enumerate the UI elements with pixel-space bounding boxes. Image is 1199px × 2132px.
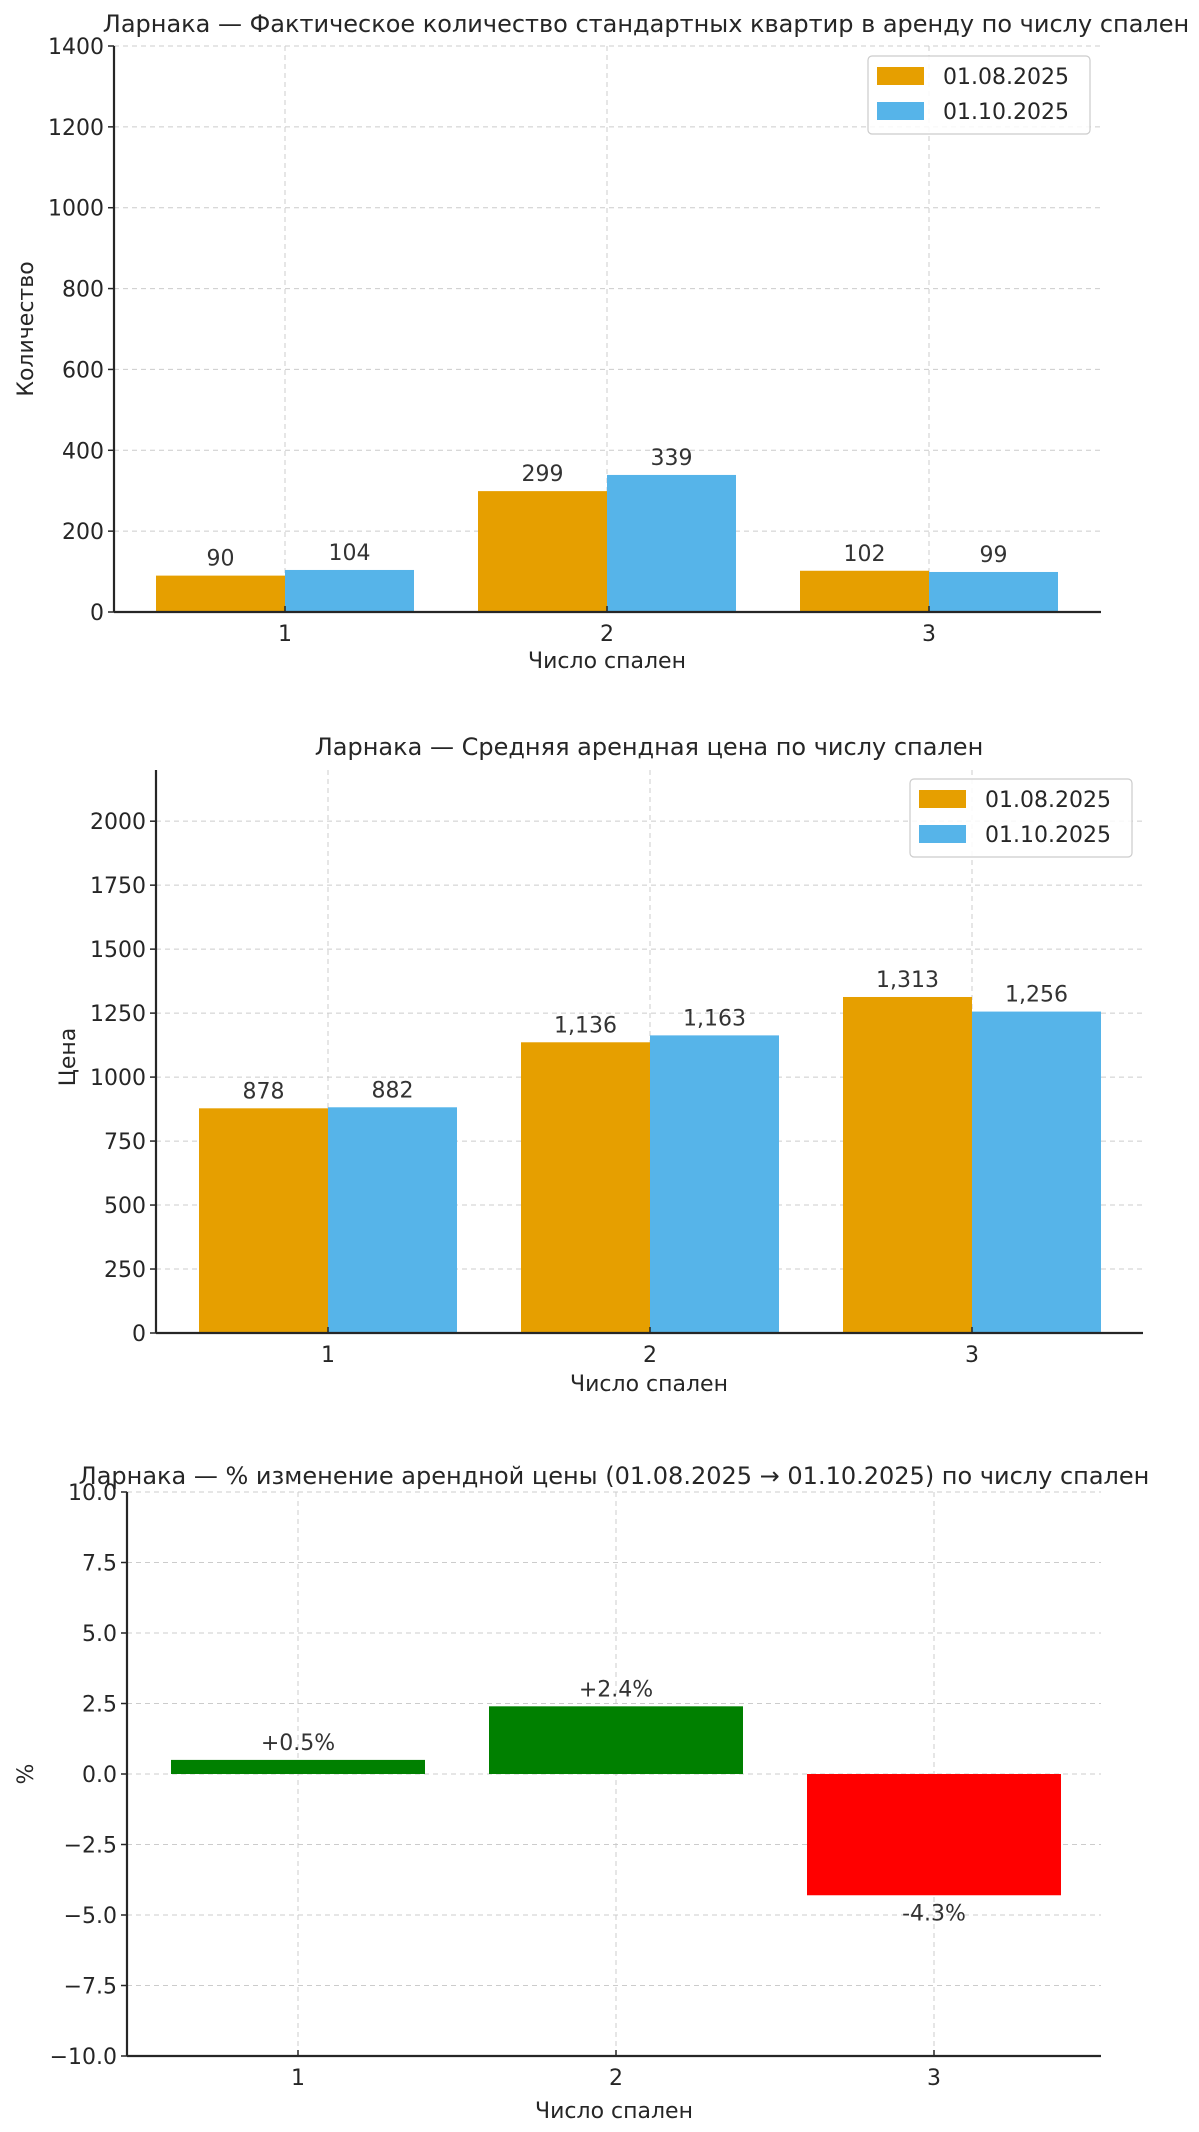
chart-title: Ларнака — Средняя арендная цена по числу… bbox=[315, 733, 984, 761]
x-tick-label: 1 bbox=[321, 1343, 335, 1368]
chart-title: Ларнака — Фактическое количество стандар… bbox=[103, 10, 1189, 38]
data-label: 104 bbox=[329, 541, 371, 566]
x-tick-label: 2 bbox=[643, 1343, 657, 1368]
y-tick-label: 1250 bbox=[90, 1002, 146, 1027]
chart-listing-count: Ларнака — Фактическое количество стандар… bbox=[14, 10, 1189, 674]
data-label: 339 bbox=[651, 446, 693, 471]
data-label: 1,256 bbox=[1005, 983, 1068, 1008]
y-tick-label: 0 bbox=[132, 1322, 146, 1347]
data-label: 878 bbox=[243, 1079, 285, 1104]
y-tick-label: 1000 bbox=[48, 197, 104, 222]
y-tick-label: 800 bbox=[62, 278, 104, 303]
bar bbox=[929, 571, 1058, 612]
y-tick-label: −5.0 bbox=[64, 1904, 117, 1929]
y-tick-label: 5.0 bbox=[82, 1622, 117, 1647]
bar bbox=[521, 1042, 650, 1333]
y-tick-label: 750 bbox=[104, 1130, 146, 1155]
legend-label-series-a: 01.08.2025 bbox=[943, 65, 1069, 90]
bar bbox=[807, 1774, 1061, 1896]
bar bbox=[199, 1108, 328, 1333]
y-axis-label: Количество bbox=[14, 261, 39, 396]
x-tick-label: 1 bbox=[291, 2066, 305, 2091]
y-tick-label: 1500 bbox=[90, 938, 146, 963]
y-tick-label: 7.5 bbox=[82, 1552, 117, 1577]
legend-swatch-series-b bbox=[877, 102, 924, 120]
bar bbox=[328, 1107, 457, 1333]
data-label: 1,163 bbox=[683, 1006, 746, 1031]
legend-swatch-series-b bbox=[919, 825, 966, 843]
bar bbox=[478, 491, 607, 612]
legend-swatch-series-a bbox=[919, 790, 966, 808]
y-tick-label: 200 bbox=[62, 520, 104, 545]
data-label: 882 bbox=[372, 1078, 414, 1103]
legend: 01.08.2025 01.10.2025 bbox=[867, 55, 1091, 135]
y-axis-label: Цена bbox=[56, 1028, 81, 1086]
bar bbox=[171, 1759, 425, 1774]
data-label: 99 bbox=[980, 543, 1008, 568]
y-tick-label: 500 bbox=[104, 1194, 146, 1219]
x-tick-label: 3 bbox=[922, 622, 936, 647]
y-tick-label: 10.0 bbox=[68, 1481, 117, 1506]
bar bbox=[285, 569, 414, 612]
bar bbox=[607, 474, 736, 612]
bar bbox=[156, 575, 285, 612]
y-tick-label: 400 bbox=[62, 439, 104, 464]
y-tick-label: 600 bbox=[62, 358, 104, 383]
x-tick-label: 2 bbox=[600, 622, 614, 647]
y-tick-label: 1750 bbox=[90, 874, 146, 899]
y-tick-label: 1200 bbox=[48, 116, 104, 141]
x-axis-label: Число спален bbox=[528, 649, 686, 674]
legend-label-series-a: 01.08.2025 bbox=[985, 788, 1111, 813]
chart-average-price: Ларнака — Средняя арендная цена по числу… bbox=[56, 733, 1143, 1397]
y-tick-label: 2.5 bbox=[82, 1693, 117, 1718]
y-tick-label: 0.0 bbox=[82, 1763, 117, 1788]
y-tick-label: 1000 bbox=[90, 1066, 146, 1091]
y-axis-label: % bbox=[14, 1764, 39, 1785]
bar bbox=[489, 1706, 743, 1774]
x-tick-label: 3 bbox=[965, 1343, 979, 1368]
bar bbox=[843, 996, 972, 1333]
y-tick-label: −7.5 bbox=[64, 1975, 117, 2000]
data-label: -4.3% bbox=[902, 1901, 966, 1926]
bar bbox=[972, 1011, 1101, 1333]
y-tick-label: 1400 bbox=[48, 35, 104, 60]
data-label: +0.5% bbox=[261, 1731, 335, 1756]
x-tick-label: 1 bbox=[278, 622, 292, 647]
x-tick-label: 2 bbox=[609, 2066, 623, 2091]
y-tick-label: −2.5 bbox=[64, 1834, 117, 1859]
chart-title: Ларнака — % изменение арендной цены (01.… bbox=[79, 1462, 1150, 1490]
y-tick-label: 0 bbox=[90, 601, 104, 626]
legend: 01.08.2025 01.10.2025 bbox=[909, 778, 1133, 858]
y-tick-label: 250 bbox=[104, 1258, 146, 1283]
data-label: 1,136 bbox=[554, 1013, 617, 1038]
legend-label-series-b: 01.10.2025 bbox=[943, 100, 1069, 125]
data-label: 1,313 bbox=[876, 968, 939, 993]
x-axis-label: Число спален bbox=[570, 1372, 728, 1397]
legend-swatch-series-a bbox=[877, 67, 924, 85]
data-label: 90 bbox=[207, 547, 235, 572]
data-label: 299 bbox=[522, 462, 564, 487]
data-label: +2.4% bbox=[579, 1677, 653, 1702]
y-tick-label: −10.0 bbox=[50, 2045, 117, 2070]
bar bbox=[800, 570, 929, 612]
y-tick-label: 2000 bbox=[90, 810, 146, 835]
data-label: 102 bbox=[844, 542, 886, 567]
bar bbox=[650, 1035, 779, 1333]
legend-label-series-b: 01.10.2025 bbox=[985, 823, 1111, 848]
chart-percent-change: Ларнака — % изменение арендной цены (01.… bbox=[14, 1462, 1149, 2124]
x-tick-label: 3 bbox=[927, 2066, 941, 2091]
x-axis-label: Число спален bbox=[535, 2099, 693, 2124]
